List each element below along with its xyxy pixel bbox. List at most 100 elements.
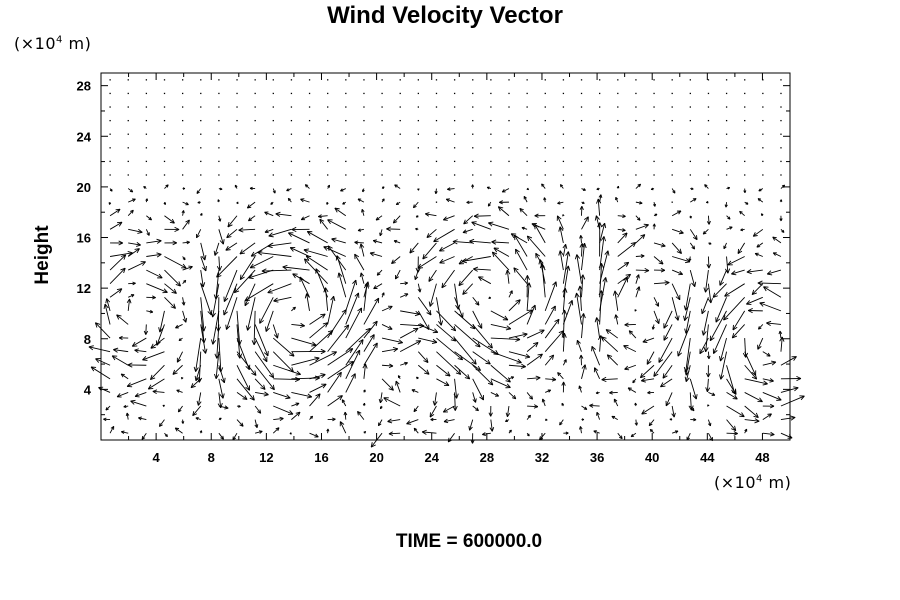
vector-head <box>132 281 136 284</box>
vector-head <box>414 276 419 280</box>
wind-vector <box>452 239 473 245</box>
vector-head <box>541 263 545 268</box>
vector-head <box>174 229 180 233</box>
wind-vector <box>417 160 420 163</box>
wind-vector <box>435 92 438 95</box>
vector-shaft <box>508 392 517 400</box>
wind-vector <box>544 119 546 122</box>
vector-head <box>421 431 427 435</box>
vector-shaft <box>737 242 746 254</box>
vector-head <box>416 376 418 380</box>
wind-vector <box>526 353 543 366</box>
vector-head <box>699 350 705 355</box>
wind-vector <box>649 428 655 434</box>
vector-shaft <box>780 356 797 366</box>
wind-vector <box>472 310 483 329</box>
wind-vector <box>345 106 347 108</box>
wind-vector <box>272 106 274 108</box>
wind-vector <box>181 106 184 108</box>
wind-vector <box>363 79 365 81</box>
wind-vector <box>519 207 528 217</box>
vector-head <box>182 421 185 424</box>
vector-shaft <box>354 241 364 244</box>
wind-vector <box>726 226 733 230</box>
vector-head <box>447 188 451 191</box>
vector-shaft <box>665 392 673 407</box>
vector-head <box>371 444 376 448</box>
vector-head <box>404 281 408 284</box>
vector-head <box>294 379 300 382</box>
vector-head <box>600 236 605 241</box>
vector-head <box>409 250 415 254</box>
wind-vector <box>103 417 111 422</box>
wind-vector <box>780 160 782 163</box>
wind-vector <box>526 133 528 135</box>
wind-vector <box>617 214 626 219</box>
vector-shaft <box>152 390 165 393</box>
vector-shaft <box>236 378 255 401</box>
vector-head <box>778 330 781 335</box>
vector-shaft <box>726 419 737 431</box>
vector-head <box>306 255 312 258</box>
wind-vector <box>200 147 202 149</box>
wind-vector <box>216 256 223 271</box>
vector-head <box>486 186 490 190</box>
vector-shaft <box>759 302 782 312</box>
vector-shaft <box>305 255 328 271</box>
vector-head <box>708 355 711 360</box>
vector-head <box>417 288 421 293</box>
wind-vector <box>400 361 408 366</box>
vector-shaft <box>292 273 310 285</box>
vector-head <box>213 294 217 300</box>
wind-vector <box>562 174 565 176</box>
vector-shaft <box>395 269 401 280</box>
wind-vector <box>343 411 348 420</box>
wind-vector <box>580 106 583 108</box>
vector-head <box>531 223 536 228</box>
vector-head <box>200 326 205 332</box>
vector-head <box>473 213 479 217</box>
wind-vector <box>236 419 244 427</box>
wind-vector <box>164 240 177 246</box>
vector-shaft <box>744 378 768 385</box>
wind-vector <box>213 242 220 256</box>
wind-vector <box>545 377 557 382</box>
vector-head <box>155 340 158 346</box>
wind-vector <box>762 119 764 122</box>
wind-vector <box>290 79 293 81</box>
vector-shaft <box>433 228 455 243</box>
wind-vector <box>707 174 710 176</box>
vector-head <box>469 426 473 431</box>
vector-head <box>720 375 725 380</box>
wind-vector <box>435 297 444 326</box>
vector-shaft <box>429 405 437 418</box>
wind-vector <box>272 147 274 149</box>
vector-head <box>685 305 689 311</box>
vector-head <box>257 252 263 256</box>
wind-vector <box>382 363 394 369</box>
vector-head <box>511 397 516 400</box>
vector-head <box>782 229 785 233</box>
vector-head <box>150 346 156 349</box>
wind-vector <box>363 106 365 108</box>
vector-head <box>225 249 231 251</box>
vector-shaft <box>109 252 133 257</box>
vector-head <box>240 276 245 281</box>
wind-vector <box>606 354 619 366</box>
wind-vector <box>526 329 545 339</box>
vector-shaft <box>617 262 629 271</box>
wind-vector <box>671 242 682 254</box>
vector-head <box>150 309 154 313</box>
vector-shaft <box>400 362 408 366</box>
vector-head <box>318 214 322 218</box>
wind-vector <box>725 133 728 135</box>
vector-head <box>603 236 607 242</box>
wind-vector <box>744 364 758 380</box>
vector-head <box>684 370 687 376</box>
vector-shaft <box>490 419 493 432</box>
wind-vector <box>436 378 450 387</box>
x-tick-label: 8 <box>208 450 215 465</box>
vector-head <box>491 426 495 432</box>
vector-shaft <box>671 269 683 275</box>
wind-vector <box>218 417 222 421</box>
